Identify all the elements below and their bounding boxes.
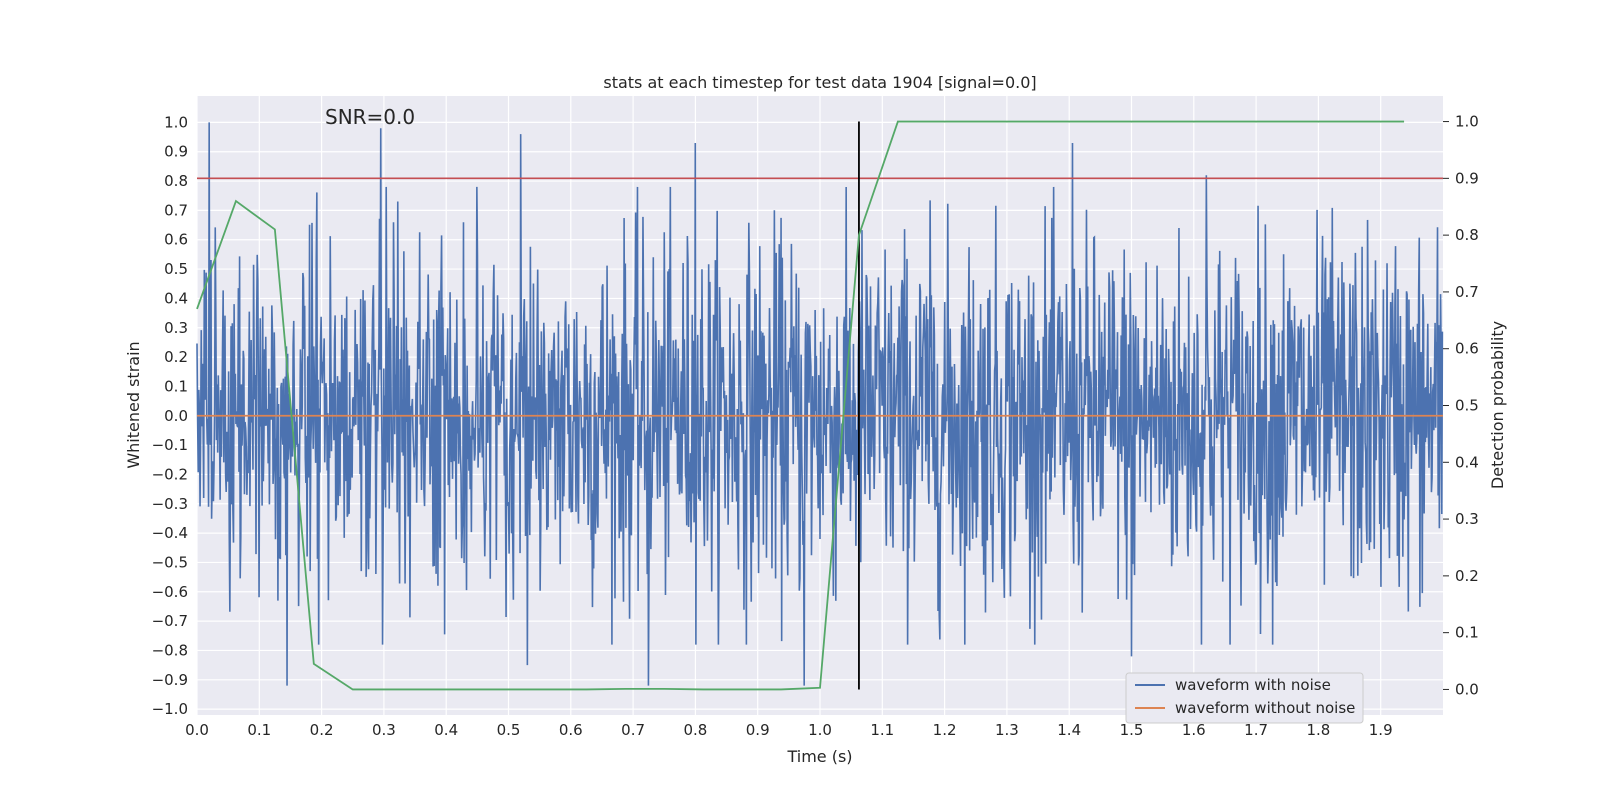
y-tick-label: −0.7 [152, 612, 188, 630]
noise-waveform-line [196, 122, 1444, 686]
x-tick-label: 1.0 [808, 721, 832, 739]
y2-tick-label: 0.4 [1455, 453, 1479, 471]
x-tick-label: 1.2 [933, 721, 957, 739]
overlay-layer [196, 120, 1443, 691]
legend-label-clean: waveform without noise [1175, 699, 1355, 717]
y-tick-label: 0.3 [164, 319, 188, 337]
y-tick-label: 0.4 [164, 289, 188, 307]
y-tick-label: 0.6 [164, 231, 188, 249]
tick-labels: 0.0 0.1 0.2 0.3 0.4 0.5 0.6 0.7 0.8 0.9 1.0 1.1 1.2 1… [152, 113, 1479, 739]
y2-tick-label: 0.1 [1455, 624, 1479, 642]
x-tick-label: 0.4 [434, 721, 458, 739]
y-tick-label: −0.9 [152, 671, 188, 689]
y-tick-label: −0.5 [152, 553, 188, 571]
x-tick-label: 0.5 [497, 721, 521, 739]
x-tick-label: 1.5 [1120, 721, 1144, 739]
y2-tick-label: 0.9 [1455, 169, 1479, 187]
y-tick-label: 0.7 [164, 201, 188, 219]
snr-annotation: SNR=0.0 [325, 105, 415, 129]
x-tick-label: 1.8 [1306, 721, 1330, 739]
y2-tick-label: 0.5 [1455, 397, 1479, 415]
x-axis-label: Time (s) [786, 747, 852, 766]
legend-box [1125, 672, 1364, 724]
y-tick-label: −0.8 [152, 641, 188, 659]
y2-tick-label: 0.7 [1455, 283, 1479, 301]
probability-line [196, 120, 1405, 691]
y-tick-label: −0.4 [152, 524, 188, 542]
y-tick-label: 0.8 [164, 172, 188, 190]
x-tick-label: 0.1 [247, 721, 271, 739]
x-tick-label: 0.8 [683, 721, 707, 739]
x-tick-label: 1.9 [1369, 721, 1393, 739]
y-tick-label: 0.2 [164, 348, 188, 366]
y-tick-label: −0.6 [152, 583, 188, 601]
y2-tick-label: 0.8 [1455, 226, 1479, 244]
y2-tick-label: 1.0 [1455, 113, 1479, 131]
y2-axis-label: Detection probability [1488, 321, 1507, 489]
y-tick-label: 1.0 [164, 113, 188, 131]
chart-title: stats at each timestep for test data 190… [603, 73, 1036, 92]
y-tick-label: 0.9 [164, 143, 188, 161]
y-tick-label: −0.1 [152, 436, 188, 454]
x-tick-label: 0.0 [185, 721, 209, 739]
y-tick-label: 0.1 [164, 377, 188, 395]
noise-waveform-layer [196, 122, 1444, 686]
y-tick-label: −1.0 [152, 700, 188, 718]
y2-tick-label: 0.2 [1455, 567, 1479, 585]
x-tick-label: 0.6 [559, 721, 583, 739]
legend-label-noise: waveform with noise [1175, 676, 1331, 694]
x-tick-label: 1.6 [1182, 721, 1206, 739]
x-tick-label: 0.9 [746, 721, 770, 739]
y-tick-label: 0.5 [164, 260, 188, 278]
y2-tick-label: 0.6 [1455, 340, 1479, 358]
y-axis-label: Whitened strain [124, 341, 143, 468]
legend: waveform with noise waveform without noi… [1125, 672, 1364, 724]
x-tick-label: 1.4 [1057, 721, 1081, 739]
y-tick-label: −0.3 [152, 495, 188, 513]
x-tick-label: 1.7 [1244, 721, 1268, 739]
x-tick-label: 0.2 [310, 721, 334, 739]
x-tick-label: 1.3 [995, 721, 1019, 739]
x-tick-label: 0.3 [372, 721, 396, 739]
y2-tick-label: 0.3 [1455, 510, 1479, 528]
x-tick-label: 1.1 [870, 721, 894, 739]
x-tick-label: 0.7 [621, 721, 645, 739]
y2-tick-label: 0.0 [1455, 680, 1479, 698]
y-tick-label: 0.0 [164, 407, 188, 425]
y-tick-label: −0.2 [152, 465, 188, 483]
